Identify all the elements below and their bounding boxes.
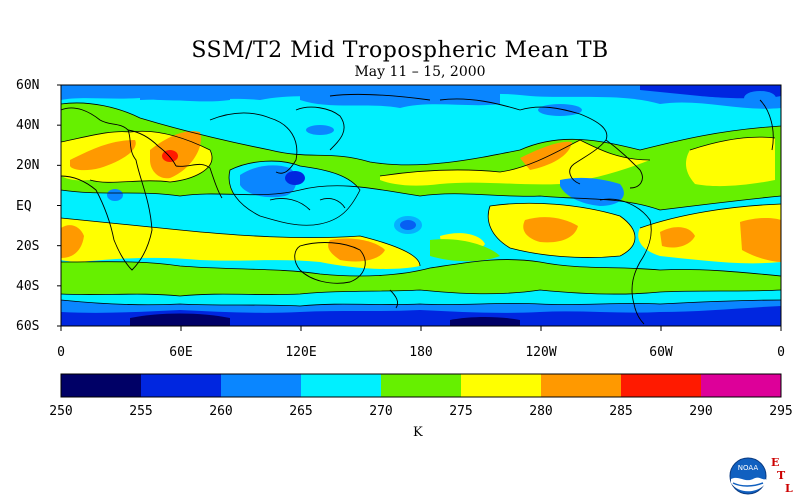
colorbar-swatch — [541, 374, 621, 397]
colorbar-tick-label: 295 — [769, 404, 793, 419]
svg-text:NOAA: NOAA — [738, 464, 759, 472]
colorbar-tick-label: 255 — [129, 404, 153, 419]
noaa-logo-icon: NOAA E T L — [729, 456, 793, 495]
colorbar-tick-label: 285 — [609, 404, 633, 419]
svg-text:E: E — [771, 456, 779, 469]
colorbar — [60, 373, 782, 398]
svg-text:T: T — [777, 469, 786, 482]
lon-label: 0 — [777, 345, 785, 360]
colorbar-tick-label: 265 — [289, 404, 313, 419]
lat-label: EQ — [16, 198, 32, 214]
colorbar-tick-label: 290 — [689, 404, 713, 419]
colorbar-frame — [60, 373, 782, 398]
colorbar-swatch — [61, 374, 141, 397]
lat-label: 60S — [16, 319, 40, 334]
colorbar-tick-label: 275 — [449, 404, 473, 419]
colorbar-swatch — [621, 374, 701, 397]
colorbar-tick-label: 280 — [529, 404, 553, 419]
colorbar-tick-label: 250 — [49, 404, 73, 419]
coastlines — [61, 93, 774, 325]
colorbar-tick-label: 260 — [209, 404, 233, 419]
lat-label: 40N — [16, 118, 40, 134]
colorbar-swatch — [701, 374, 781, 397]
lon-label: 60E — [169, 345, 193, 360]
lon-label: 180 — [409, 345, 433, 360]
lon-ticks — [60, 326, 782, 331]
lat-label: 20S — [16, 238, 40, 254]
lon-label: 0 — [57, 345, 65, 360]
lat-label: 20N — [16, 158, 40, 174]
svg-text:L: L — [785, 482, 793, 495]
lat-ticks — [57, 84, 61, 327]
colorbar-swatch — [381, 374, 461, 397]
lon-label: 120E — [285, 345, 317, 360]
lat-label: 40S — [16, 278, 40, 294]
map-field — [61, 85, 781, 326]
chart-subtitle: May 11 – 15, 2000 — [354, 64, 486, 80]
colorbar-swatch — [141, 374, 221, 397]
colorbar-swatch — [461, 374, 541, 397]
chart-title: SSM/T2 Mid Tropospheric Mean TB — [191, 38, 609, 63]
lon-label: 120W — [525, 345, 557, 360]
lat-label: 60N — [16, 78, 40, 93]
colorbar-swatch — [221, 374, 301, 397]
colorbar-tick-label: 270 — [369, 404, 393, 419]
lon-label: 60W — [649, 345, 673, 360]
colorbar-swatch — [301, 374, 381, 397]
colorbar-unit: K — [413, 425, 423, 440]
